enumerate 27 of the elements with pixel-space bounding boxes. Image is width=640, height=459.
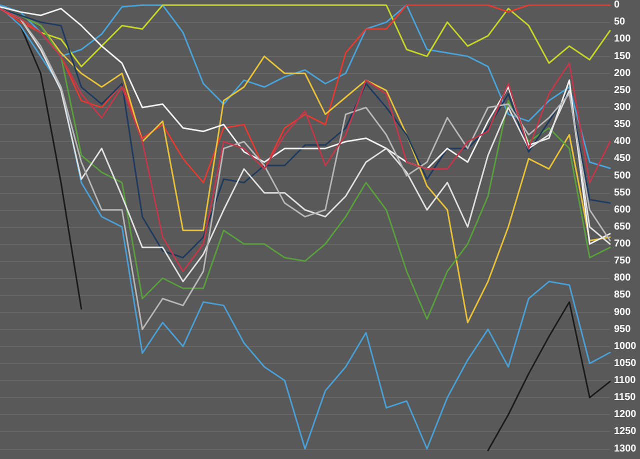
y-tick-label: 0 — [614, 0, 620, 11]
y-tick-label: 700 — [614, 238, 632, 250]
y-tick-label: 250 — [614, 84, 632, 96]
y-tick-label: 350 — [614, 119, 632, 130]
y-tick-label: 650 — [614, 221, 632, 232]
y-tick-label: 900 — [614, 306, 632, 318]
y-tick-label: 950 — [614, 324, 632, 335]
y-tick-label: 100 — [614, 34, 632, 45]
y-tick-label: 200 — [614, 68, 632, 79]
y-tick-label: 300 — [614, 102, 632, 113]
y-tick-label: 750 — [614, 256, 632, 267]
y-tick-label: 800 — [614, 272, 632, 284]
y-tick-label: 850 — [614, 290, 632, 301]
y-tick-label: 600 — [614, 204, 632, 216]
y-tick-label: 450 — [614, 153, 632, 164]
y-tick-label: 550 — [614, 187, 632, 198]
y-tick-label: 1050 — [614, 358, 637, 369]
y-tick-label: 1250 — [614, 426, 637, 438]
y-tick-label: 1150 — [614, 392, 636, 404]
y-tick-label: 1000 — [614, 340, 637, 352]
y-tick-label: 1200 — [614, 409, 637, 420]
y-tick-label: 150 — [614, 50, 632, 62]
y-tick-label: 50 — [614, 16, 626, 28]
y-tick-label: 500 — [614, 170, 632, 182]
y-tick-label: 400 — [614, 136, 632, 148]
y-tick-label: 1100 — [614, 375, 636, 386]
y-tick-label: 1300 — [614, 443, 637, 454]
